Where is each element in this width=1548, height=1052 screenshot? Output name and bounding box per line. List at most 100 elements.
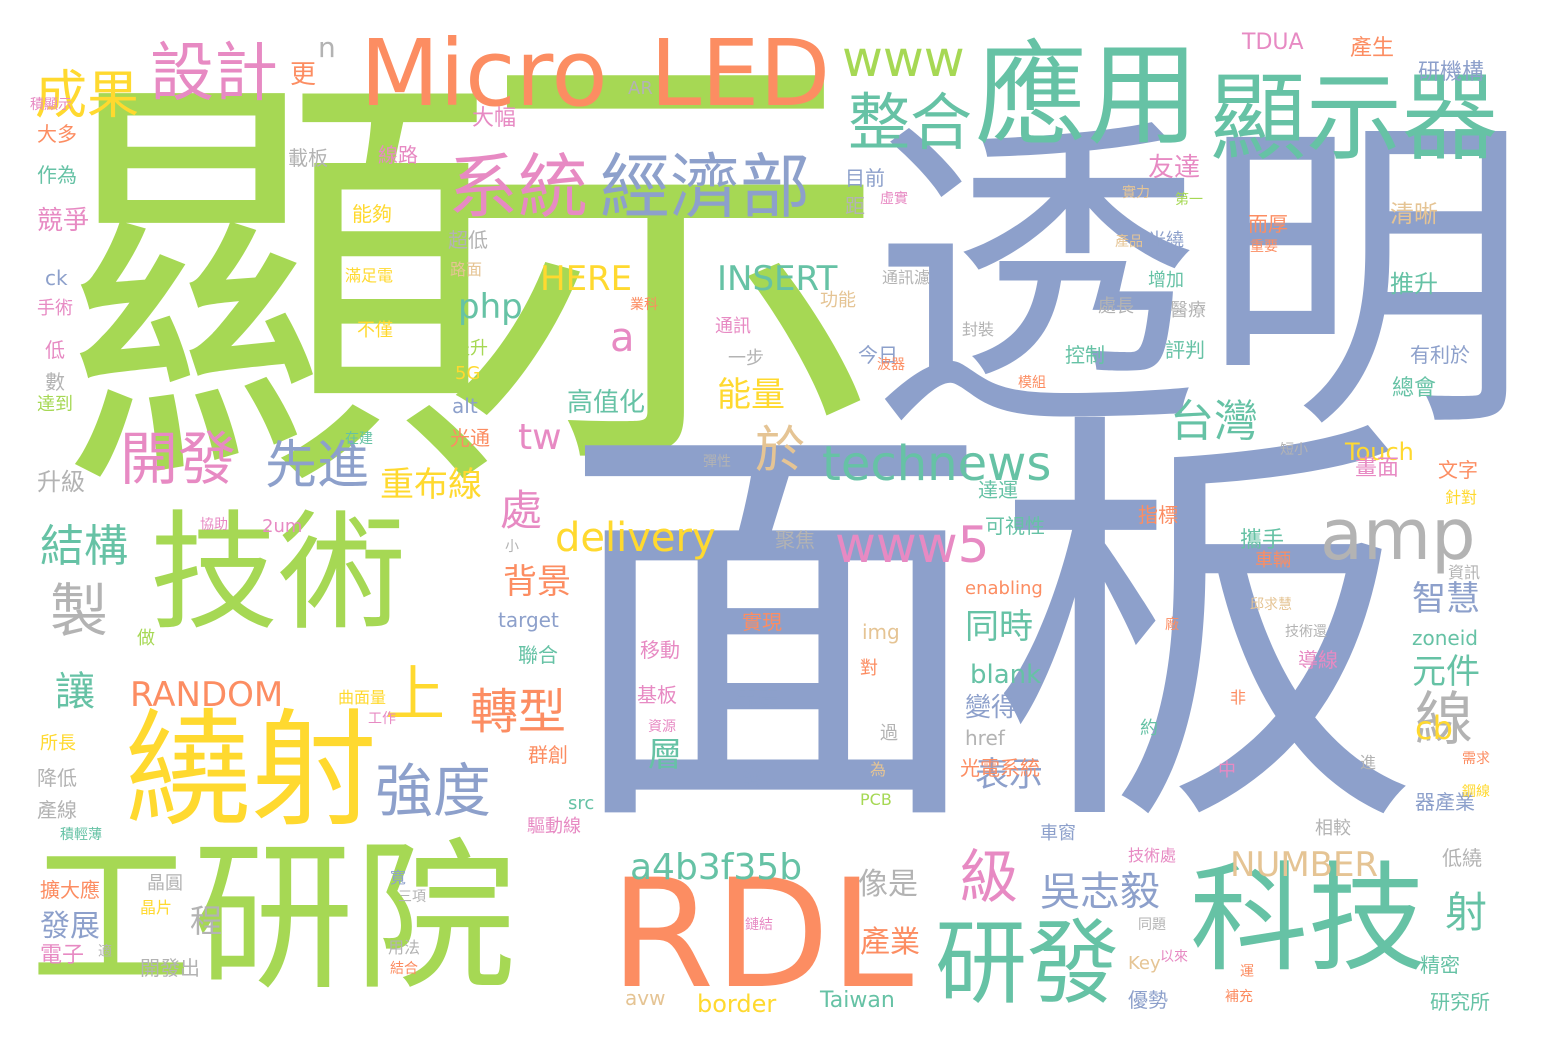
cloud-word: 科技 <box>1190 850 1427 988</box>
cloud-word: 射 <box>1445 888 1488 937</box>
cloud-word: 驅動線 <box>527 816 581 837</box>
cloud-word: 大多 <box>37 122 77 146</box>
cloud-word: 先進 <box>265 436 370 496</box>
cloud-word: cb <box>1415 709 1453 747</box>
cloud-word: 工作 <box>368 711 396 727</box>
cloud-word: 封裝 <box>962 320 995 339</box>
cloud-word: 增加 <box>1148 270 1184 291</box>
cloud-word: 為 <box>870 760 887 779</box>
cloud-word: 寬 <box>390 868 407 887</box>
cloud-word: 吳志毅 <box>1040 869 1160 915</box>
cloud-word: 手術 <box>37 298 73 319</box>
cloud-word: 友達 <box>1148 153 1201 183</box>
cloud-word: 聯合 <box>518 643 558 667</box>
cloud-word: 器產業 <box>1415 790 1475 814</box>
cloud-word: 讓 <box>55 669 95 715</box>
cloud-word: 第一 <box>1175 192 1203 208</box>
cloud-word: 研發 <box>935 910 1120 1017</box>
cloud-word: 而厚 <box>1248 212 1288 236</box>
cloud-word: 針對 <box>1445 488 1478 507</box>
cloud-word: INSERT <box>717 259 838 299</box>
cloud-word: 元件 <box>1412 652 1480 692</box>
cloud-word: 線 <box>1415 685 1474 753</box>
cloud-word: 聚焦 <box>775 528 815 552</box>
cloud-word: 能夠 <box>352 202 392 226</box>
cloud-word: 光電系統 <box>960 756 1040 780</box>
cloud-word: 更 <box>290 60 317 90</box>
cloud-word: 表示 <box>975 755 1043 795</box>
cloud-word: 業科 <box>630 297 658 313</box>
cloud-word: 光通 <box>450 426 490 450</box>
cloud-word: 產線 <box>37 798 77 822</box>
cloud-word: 實力 <box>1122 185 1150 201</box>
cloud-word: href <box>965 726 1005 750</box>
cloud-word: 變得 <box>965 693 1018 723</box>
cloud-word: 擴大應 <box>40 878 100 902</box>
cloud-word: 達到 <box>37 394 73 415</box>
cloud-word: www <box>842 30 965 88</box>
cloud-word: RANDOM <box>130 675 284 715</box>
cloud-word: 晶片 <box>140 898 173 917</box>
cloud-word: 以來 <box>1160 949 1188 965</box>
cloud-word: 透明 <box>870 88 1530 472</box>
cloud-word: RDL <box>610 848 914 1022</box>
cloud-word: 推升 <box>1390 270 1438 298</box>
cloud-word: 整合 <box>848 86 973 159</box>
cloud-word: 載板 <box>288 146 328 170</box>
cloud-word: 文字 <box>1438 458 1478 482</box>
cloud-word: 低繞 <box>1442 846 1482 870</box>
cloud-word: 所長 <box>40 733 76 754</box>
cloud-word: 三項 <box>398 889 426 905</box>
cloud-word: Taiwan <box>820 988 895 1013</box>
cloud-word: 指標 <box>1138 503 1178 527</box>
cloud-word: 於 <box>755 421 805 479</box>
cloud-word: 鋼線 <box>1462 784 1490 800</box>
cloud-word: 曲面量 <box>338 688 387 707</box>
cloud-word: src <box>568 793 595 814</box>
cloud-word: 中 <box>1218 760 1236 781</box>
cloud-word: 小 <box>505 539 519 555</box>
cloud-word: n <box>318 31 336 64</box>
cloud-word: 超低 <box>448 228 488 252</box>
cloud-word: 車窗 <box>1040 823 1076 844</box>
cloud-word: 作為 <box>37 163 77 187</box>
cloud-word: 設計 <box>150 37 278 111</box>
cloud-word: 醫療 <box>1170 300 1206 321</box>
cloud-word: 經濟部 <box>600 146 810 228</box>
cloud-word: 邱求慧 <box>1250 597 1292 613</box>
cloud-word: 顯 <box>60 34 500 546</box>
cloud-word: 協助 <box>200 517 228 533</box>
cloud-word: 研機構 <box>1418 60 1485 85</box>
cloud-word: 波器 <box>877 357 905 373</box>
cloud-word: 應用 <box>975 31 1199 161</box>
cloud-word: 程 <box>190 902 223 940</box>
cloud-word: 處長 <box>1098 296 1134 317</box>
cloud-word: 能量 <box>717 375 785 415</box>
cloud-word: 智慧 <box>1412 579 1480 619</box>
cloud-word: 積顯示 <box>30 97 72 113</box>
cloud-word: 資源 <box>648 719 676 735</box>
cloud-word: 2um <box>262 516 303 537</box>
cloud-word: 提升 <box>452 338 488 359</box>
cloud-word: Key <box>1128 953 1161 974</box>
cloud-word: Micro <box>360 20 608 127</box>
cloud-word: LED <box>650 20 831 127</box>
cloud-word: 攜手 <box>1240 528 1285 553</box>
cloud-word: target <box>498 608 559 632</box>
cloud-word: 可視性 <box>985 514 1045 538</box>
cloud-word: 距 <box>845 194 865 218</box>
cloud-word: Touch <box>1345 438 1414 466</box>
cloud-word: 光繞 <box>1148 230 1184 251</box>
cloud-word: 對 <box>860 658 878 679</box>
cloud-word: 技術還 <box>1285 624 1327 640</box>
cloud-word: 層 <box>648 735 682 775</box>
cloud-word: 目前 <box>845 166 885 190</box>
cloud-word: 顯示器 <box>1210 62 1498 174</box>
cloud-word: www5 <box>835 516 990 574</box>
cloud-word: img <box>862 620 900 644</box>
cloud-word: 約 <box>1140 718 1158 739</box>
cloud-word: blank <box>970 660 1042 690</box>
cloud-word: 移動 <box>640 638 680 662</box>
cloud-word: 研究所 <box>1430 990 1490 1014</box>
cloud-word: 精密 <box>1420 953 1460 977</box>
